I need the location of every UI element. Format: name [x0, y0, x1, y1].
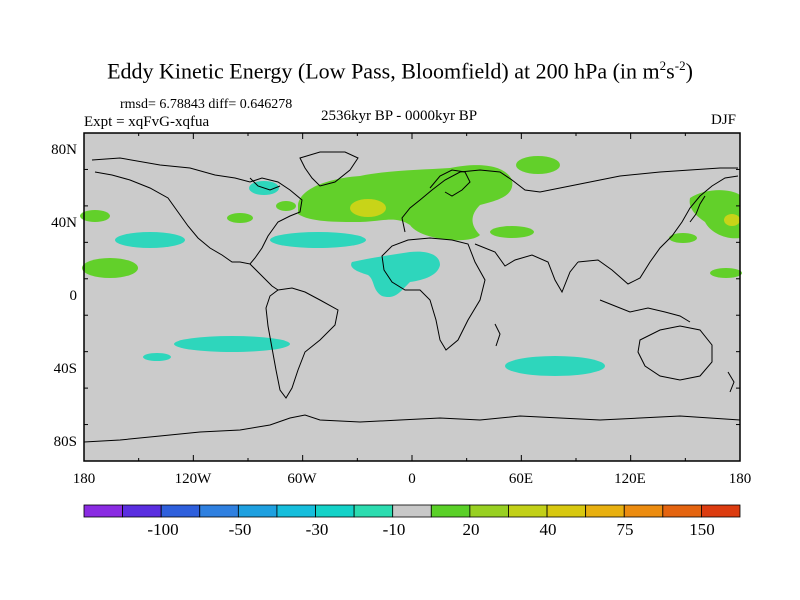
colorbar-label: -10	[382, 520, 406, 539]
coast-australia	[637, 325, 713, 381]
lon-label-120e: 120E	[614, 471, 646, 487]
colorbar-box	[315, 504, 355, 518]
lon-label-180w: 180	[72, 471, 96, 487]
colorbar-box	[276, 504, 316, 518]
coast-antarctica	[83, 414, 741, 443]
positive-anomaly-nw-pacific-small	[669, 233, 697, 243]
colorbar-box	[430, 504, 471, 518]
colorbar-box	[508, 504, 548, 518]
lon-label-60e: 60E	[508, 471, 534, 487]
colorbar-label: -30	[305, 520, 329, 539]
colorbar-label: -100	[147, 520, 179, 539]
negative-anomaly-subtropical-atlantic	[270, 232, 366, 248]
negative-anomaly-south-pacific-small	[143, 353, 171, 361]
positive-anomaly-core	[350, 199, 386, 217]
lat-label-40n: 40N	[51, 215, 77, 231]
colorbar-label: 40	[539, 520, 557, 539]
lat-label-80n: 80N	[51, 142, 77, 158]
colorbar-box	[122, 504, 162, 518]
lat-label-40s: 40S	[53, 361, 77, 377]
negative-anomaly-tropical-atlantic	[351, 251, 440, 298]
positive-anomaly-north-atlantic	[298, 165, 513, 241]
lat-label-80s: 80S	[53, 434, 77, 450]
coast-central-america	[249, 263, 279, 291]
lon-label-180e: 180	[728, 471, 752, 487]
coast-north-america	[91, 157, 303, 265]
positive-anomaly-east-pacific	[82, 258, 138, 278]
colorbar-box	[353, 504, 394, 518]
coast-arabia-india	[474, 243, 579, 294]
colorbar-box	[469, 504, 509, 518]
positive-anomaly-west-pacific	[689, 190, 740, 239]
coast-new-zealand	[727, 371, 735, 393]
coast-europe	[401, 167, 738, 233]
negative-anomaly-east-pacific-subtropics	[115, 232, 185, 248]
positive-anomaly-hudson-east	[276, 201, 296, 211]
colorbar-label: -50	[228, 520, 252, 539]
colorbar-box	[237, 504, 278, 518]
lat-label-0: 0	[69, 288, 78, 304]
colorbar-box	[701, 504, 741, 518]
coastlines	[83, 151, 741, 443]
experiment-label: Expt = xqFvG-xqfua	[84, 114, 210, 130]
tick-marks	[84, 133, 740, 461]
positive-anomaly-gulf-alaska	[227, 213, 253, 223]
colorbar-box	[546, 504, 587, 518]
positive-anomaly-scandinavia	[516, 156, 560, 174]
coast-japan	[689, 195, 706, 223]
coast-hudson-bay	[249, 177, 281, 191]
positive-anomaly-mediterranean	[490, 226, 534, 238]
colorbar-label: 150	[689, 520, 715, 539]
positive-anomaly-east-pacific-north	[80, 210, 110, 222]
colorbar-box	[392, 504, 432, 518]
colorbar-label: 75	[616, 520, 634, 539]
stats-label: rmsd= 6.78843 diff= 0.646278	[120, 97, 293, 112]
colorbar-box	[83, 504, 123, 518]
plot-title: Eddy Kinetic Energy (Low Pass, Bloomfiel…	[107, 58, 693, 84]
coast-madagascar	[494, 323, 501, 347]
anomaly-fields	[80, 156, 742, 376]
season-label: DJF	[711, 112, 737, 128]
colorbar-box	[623, 504, 664, 518]
lon-label-0: 0	[408, 471, 416, 487]
coast-africa	[381, 237, 486, 351]
positive-anomaly-north-pacific-east	[710, 268, 742, 278]
lon-label-60w: 60W	[287, 471, 317, 487]
lon-label-120w: 120W	[174, 471, 212, 487]
coast-scandinavia	[429, 169, 471, 197]
colorbar	[83, 504, 741, 518]
period-label: 2536kyr BP - 0000kyr BP	[321, 108, 478, 124]
coast-indonesia	[599, 299, 691, 323]
colorbar-box	[662, 504, 702, 518]
negative-anomaly-south-indian	[505, 356, 605, 376]
colorbar-box	[585, 504, 625, 518]
colorbar-box	[160, 504, 201, 518]
negative-anomaly-south-pacific	[174, 336, 290, 352]
coast-south-america	[265, 287, 339, 399]
colorbar-label: 20	[462, 520, 480, 539]
coast-greenland	[299, 151, 359, 187]
coast-east-asia	[577, 175, 739, 285]
positive-anomaly-west-pacific-core	[724, 214, 740, 226]
colorbar-box	[199, 504, 239, 518]
